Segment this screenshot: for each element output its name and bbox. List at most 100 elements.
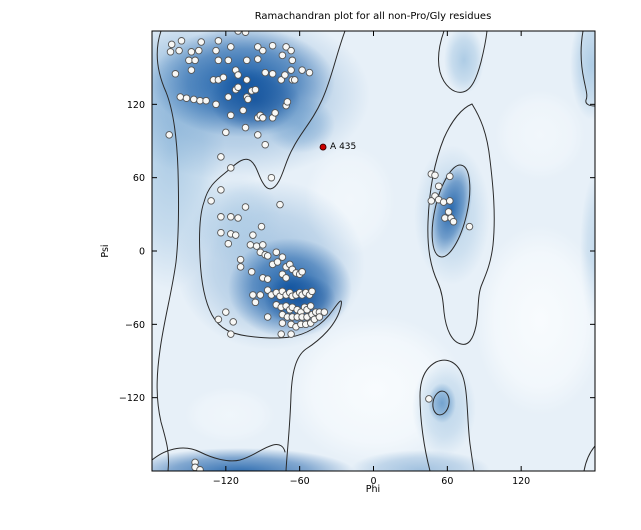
- residue-point: [244, 95, 252, 104]
- residue-point: [278, 51, 287, 60]
- residue-point: [306, 302, 315, 310]
- residue-point: [202, 96, 210, 105]
- contour-beta-alpha-outer: [199, 31, 346, 471]
- residue-point: [277, 330, 285, 338]
- x-tick-label: −60: [290, 476, 310, 487]
- y-tick-label: −120: [119, 393, 145, 404]
- residue-point: [308, 287, 316, 296]
- residue-point: [267, 173, 276, 182]
- residue-point: [446, 172, 454, 181]
- residue-point: [256, 291, 265, 299]
- residue-point: [263, 275, 272, 283]
- y-tick-label: 60: [133, 173, 145, 184]
- residue-point: [273, 258, 282, 266]
- x-tick-label: −120: [213, 476, 239, 487]
- residue-point: [268, 70, 277, 78]
- residue-point: [259, 46, 267, 55]
- residue-point: [241, 31, 250, 36]
- residue-point: [263, 313, 272, 321]
- residue-point: [287, 46, 295, 55]
- axis-tick-labels: −120 −60 0 60 120 120 60 0 −60 −120: [119, 100, 530, 487]
- x-tick-label: 0: [370, 476, 376, 487]
- residue-point: [219, 73, 228, 82]
- residue-point: [268, 41, 277, 50]
- residue-point: [182, 94, 191, 102]
- residue-point: [222, 128, 230, 137]
- residue-point: [288, 56, 297, 65]
- y-tick-label: 0: [139, 247, 145, 258]
- residue-point: [305, 68, 314, 77]
- contour-bottom-bump: [152, 444, 286, 462]
- residue-point: [259, 114, 267, 122]
- contour-corner-arc: [583, 445, 595, 471]
- residue-point: [196, 466, 204, 471]
- residue-point: [441, 214, 449, 222]
- residue-point: [263, 252, 272, 260]
- residue-point: [197, 38, 205, 46]
- residue-point: [444, 208, 453, 216]
- contour-left-outer: [156, 31, 180, 471]
- residue-point: [236, 263, 245, 271]
- x-tick-label: 60: [441, 476, 453, 487]
- residue-point: [217, 213, 225, 221]
- residue-point: [283, 98, 292, 106]
- residue-point: [207, 197, 215, 205]
- residue-point: [249, 291, 257, 299]
- residue-point: [247, 268, 256, 276]
- residue-point: [217, 186, 225, 194]
- x-axis-label: Phi: [366, 484, 380, 495]
- contour-lh-alpha-inner: [431, 164, 471, 258]
- residue-point: [276, 200, 284, 209]
- residue-point: [254, 131, 262, 139]
- residue-point: [187, 66, 196, 74]
- residue-point: [187, 48, 196, 56]
- residue-point: [176, 93, 185, 101]
- outlier-point: [319, 143, 327, 151]
- residue-point: [277, 76, 285, 84]
- residue-point: [261, 140, 269, 149]
- residue-point: [439, 198, 448, 206]
- residue-point: [227, 213, 235, 221]
- axis-ticks: [152, 31, 595, 471]
- residue-point: [298, 66, 306, 74]
- residue-point: [281, 71, 289, 79]
- residue-point: [254, 43, 262, 51]
- residue-point: [217, 153, 225, 161]
- residue-point: [214, 315, 223, 324]
- residue-point: [190, 95, 198, 104]
- residue-point: [234, 214, 242, 222]
- residue-point: [241, 123, 250, 132]
- contour-bottomright-inner: [432, 390, 450, 416]
- residue-point: [434, 182, 443, 190]
- residue-point: [175, 46, 183, 55]
- residue-point: [243, 76, 251, 84]
- residue-point: [212, 46, 220, 55]
- residue-point: [278, 253, 287, 261]
- contour-lines: [152, 31, 595, 471]
- x-tick-label: 120: [512, 476, 530, 487]
- residue-point: [261, 68, 269, 77]
- residue-point: [166, 48, 175, 56]
- residue-point: [239, 106, 247, 115]
- residue-point: [167, 40, 176, 49]
- residue-point: [287, 66, 295, 74]
- residue-point: [241, 203, 250, 211]
- residue-point: [229, 318, 237, 326]
- residue-point: [212, 100, 220, 109]
- y-axis-label: Psi: [100, 244, 111, 257]
- residue-point: [217, 228, 225, 237]
- residue-point: [191, 56, 199, 65]
- y-tick-label: 120: [127, 100, 145, 111]
- residue-point: [224, 239, 233, 248]
- residue-point: [320, 308, 329, 316]
- residue-point: [249, 231, 257, 239]
- residue-point: [449, 217, 458, 226]
- residue-point: [298, 268, 306, 276]
- contour-right-tadpole: [427, 103, 495, 345]
- residue-point: [227, 43, 235, 51]
- residue-point: [234, 71, 242, 79]
- residue-point: [177, 37, 186, 45]
- residue-point: [236, 255, 245, 264]
- residue-point: [227, 330, 235, 338]
